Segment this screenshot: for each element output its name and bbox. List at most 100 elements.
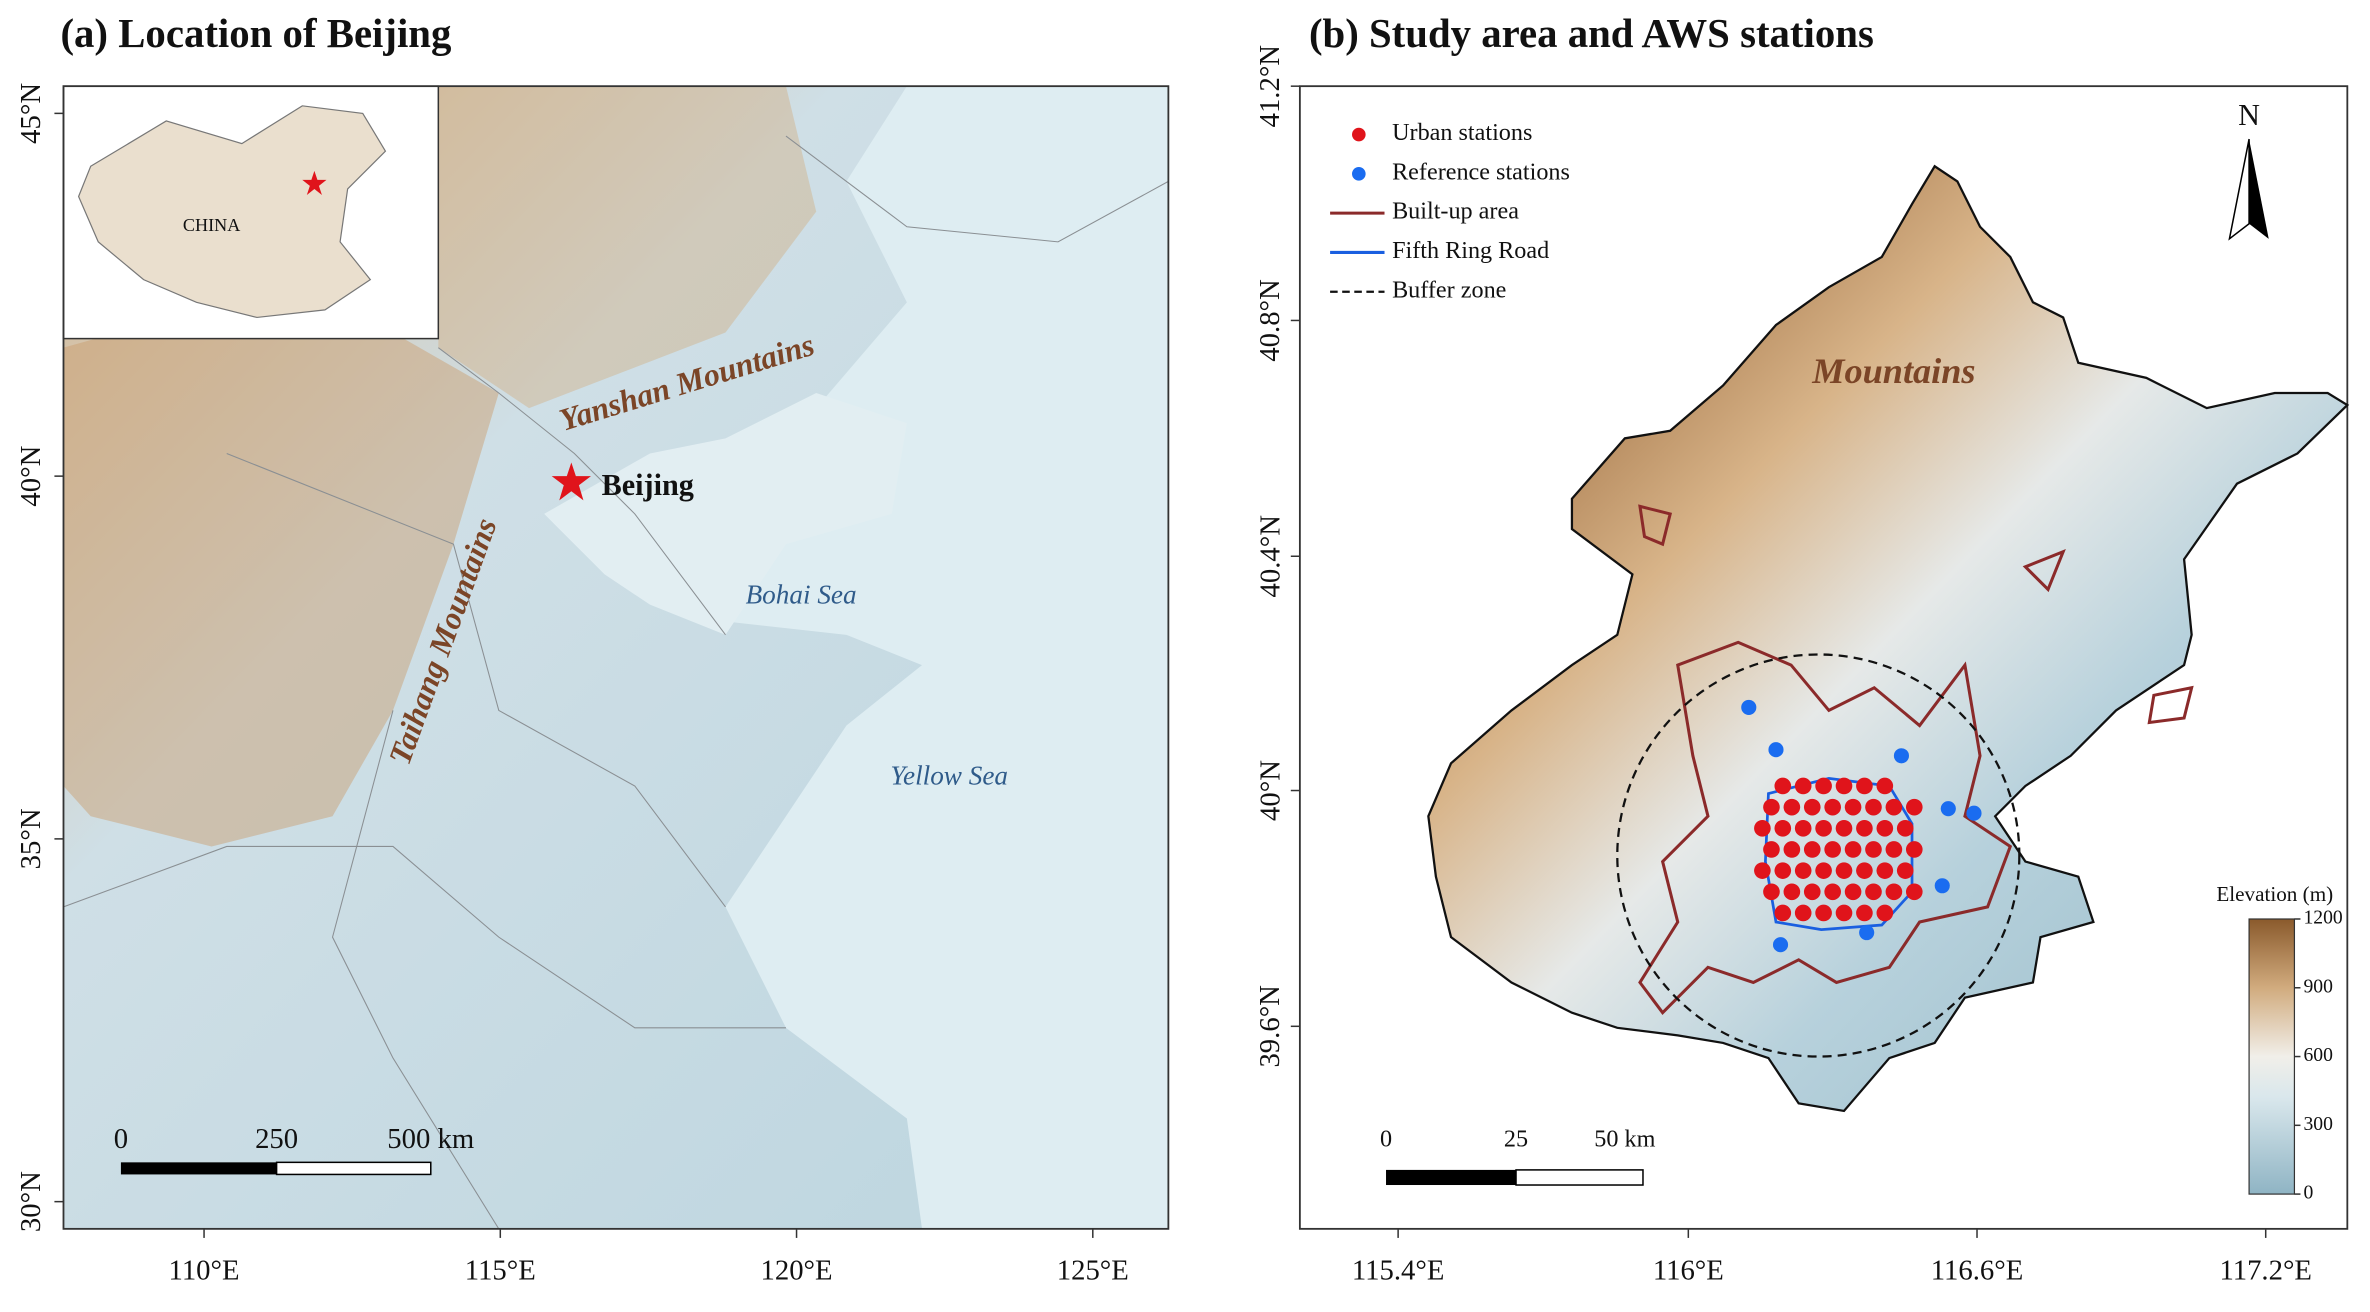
scale-bar [1515, 1169, 1644, 1186]
urban-station [1763, 883, 1780, 901]
scale-bar [120, 1162, 277, 1175]
reference-station [1966, 805, 1982, 821]
inset-star [302, 170, 327, 195]
urban-station [1856, 904, 1873, 922]
y-tick-label: 40°N [15, 445, 47, 506]
urban-station [1774, 777, 1792, 795]
y-tick-label: 40.8°N [1254, 279, 1286, 362]
urban-station [1835, 862, 1853, 879]
reference-station [1859, 925, 1875, 941]
legend-symbol [1352, 127, 1366, 142]
mountains-shade [438, 86, 817, 409]
y-tick-label: 35°N [15, 808, 47, 869]
y-tick-label: 45°N [15, 83, 47, 144]
urban-station [1905, 798, 1923, 816]
legend-label: Fifth Ring Road [1392, 237, 1549, 264]
buffer-zone [1616, 653, 2021, 1058]
urban-station [1835, 819, 1853, 837]
built-up-area [1638, 640, 2013, 1016]
china-outline [77, 105, 387, 319]
urban-station [1905, 883, 1923, 901]
beijing-star [551, 462, 591, 501]
urban-station [1835, 777, 1853, 795]
border [438, 347, 726, 636]
panel-title: (a) Location of Beijing [60, 11, 451, 56]
colorbar-ticks: 1200 900 600 300 0 [2294, 906, 2343, 1204]
region-label: Mountains [1811, 351, 1975, 391]
scale-label: 25 [1504, 1126, 1528, 1153]
y-tick-label: 40°N [1254, 760, 1286, 821]
urban-station [1794, 777, 1812, 795]
colorbar-title: Elevation (m) [2216, 882, 2333, 906]
urban-station [1844, 883, 1862, 901]
urban-station [1774, 862, 1792, 879]
urban-station [1824, 841, 1841, 858]
colorbar-tick-label: 900 [2303, 975, 2333, 997]
urban-station [1815, 777, 1832, 795]
scale-label: 250 [255, 1123, 298, 1155]
urban-station [1803, 841, 1821, 858]
border [63, 845, 786, 1029]
urban-station [1856, 777, 1873, 795]
y-tick-label: 39.6°N [1254, 985, 1286, 1068]
urban-station [1876, 819, 1894, 837]
urban-station [1876, 777, 1894, 795]
bohai-sea [544, 393, 907, 635]
y-tick-label: 41.2°N [1254, 45, 1286, 128]
urban-station [1754, 862, 1771, 879]
urban-station [1844, 841, 1862, 858]
urban-station [1783, 798, 1801, 816]
urban-station [1865, 883, 1882, 901]
legend-label: Reference stations [1392, 158, 1570, 185]
mountains-shade [63, 302, 499, 847]
province-borders [63, 135, 1169, 1230]
colorbar-tick-label: 0 [2303, 1182, 2313, 1204]
sea-label: Bohai Sea [746, 579, 857, 609]
urban-station [1896, 819, 1914, 837]
urban-station [1815, 862, 1832, 879]
legend: Urban stations Reference stations Built-… [1330, 119, 1570, 303]
urban-station [1876, 862, 1894, 879]
panel-title: (b) Study area and AWS stations [1309, 11, 1874, 56]
reference-station [1768, 742, 1784, 758]
scale-label: 500 km [387, 1123, 474, 1155]
map-frame [62, 85, 1170, 1230]
urban-station [1865, 841, 1882, 858]
urban-station [1815, 819, 1832, 837]
scale-bar [275, 1161, 432, 1176]
scale-label: 50 km [1594, 1126, 1655, 1153]
y-tick-label: 40.4°N [1254, 515, 1286, 598]
urban-station [1763, 841, 1780, 858]
legend-label: Built-up area [1392, 198, 1519, 225]
beijing-boundary [1427, 164, 2350, 1113]
x-tick-label: 115°E [465, 1254, 536, 1286]
colorbar [2248, 918, 2296, 1195]
city-label: Beijing [602, 468, 694, 502]
inset-label: CHINA [183, 215, 240, 235]
reference-station [1940, 801, 1956, 817]
urban-station [1774, 819, 1792, 837]
sea-label: Yellow Sea [890, 761, 1008, 791]
border [331, 710, 500, 1230]
stations [1741, 699, 1982, 953]
urban-station [1885, 841, 1903, 858]
legend-label: Buffer zone [1392, 276, 1506, 303]
urban-station [1865, 798, 1882, 816]
urban-station [1876, 904, 1894, 922]
urban-station [1754, 819, 1771, 837]
urban-station [1803, 883, 1821, 901]
scale-bar [1386, 1169, 1517, 1186]
urban-station [1794, 904, 1812, 922]
urban-station [1794, 819, 1812, 837]
scale-label: 0 [114, 1123, 128, 1155]
legend-label: Urban stations [1392, 119, 1532, 146]
urban-station [1803, 798, 1821, 816]
x-tick-label: 125°E [1057, 1254, 1129, 1286]
urban-station [1844, 798, 1862, 816]
axis-ticks: 41.2°N 40.8°N 40.4°N 40°N 39.6°N 115.4°E 116°E… [1254, 45, 2312, 1287]
colorbar-tick-label: 1200 [2303, 906, 2342, 928]
urban-station [1856, 819, 1873, 837]
built-up-area [1638, 504, 2194, 725]
